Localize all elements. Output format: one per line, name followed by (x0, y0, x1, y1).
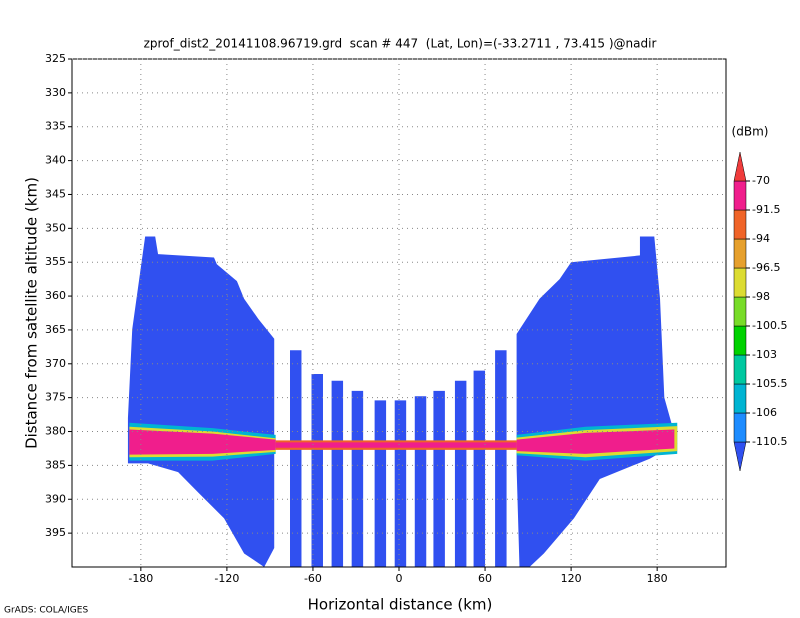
colorbar-label: -100.5 (752, 319, 787, 332)
y-tick-label: 325 (45, 52, 66, 65)
y-tick-label: 345 (45, 187, 66, 200)
x-tick-label: -180 (128, 572, 153, 585)
shaded-region (495, 350, 507, 567)
x-tick-label: 0 (396, 572, 403, 585)
y-tick-label: 390 (45, 492, 66, 505)
colorbar-segment (733, 325, 747, 356)
colorbar-label: -96.5 (752, 261, 780, 274)
shaded-region (414, 396, 427, 567)
chart-title: zprof_dist2_20141108.96719.grd scan # 44… (144, 37, 657, 51)
y-tick-label: 370 (45, 357, 66, 370)
y-tick-label: 335 (45, 120, 66, 133)
shaded-region (127, 236, 275, 567)
shaded-region (394, 400, 407, 567)
shaded-region (516, 236, 678, 567)
x-tick-label: -60 (304, 572, 322, 585)
shaded-region (290, 350, 302, 567)
colorbar-label: -94 (752, 232, 770, 245)
y-tick-label: 340 (45, 154, 66, 167)
y-axis-label: Distance from satellite altitude (km) (23, 177, 41, 449)
y-tick-label: 380 (45, 425, 66, 438)
y-tick-label: 360 (45, 289, 66, 302)
colorbar-label: -91.5 (752, 203, 780, 216)
y-tick-label: 350 (45, 221, 66, 234)
shaded-region (454, 380, 467, 567)
colorbar-label: -103 (752, 348, 777, 361)
colorbar-segment (733, 151, 747, 182)
shaded-region (433, 390, 445, 567)
y-tick-label: 375 (45, 391, 66, 404)
shaded-region (311, 373, 323, 567)
shaded-region (331, 380, 344, 567)
colorbar-label: -105.5 (752, 377, 787, 390)
colorbar-segment (733, 354, 747, 385)
colorbar-segment (733, 296, 747, 327)
x-axis-label: Horizontal distance (km) (308, 596, 493, 614)
colorbar-segment (733, 238, 747, 269)
x-tick-label: 180 (647, 572, 668, 585)
colorbar-unit: (dBm) (732, 125, 769, 139)
shaded-region (129, 429, 276, 455)
colorbar-segment (733, 441, 747, 472)
shaded-region (374, 400, 387, 567)
shaded-region (473, 370, 486, 567)
colorbar-label: -106 (752, 406, 777, 419)
x-tick-label: -120 (214, 572, 239, 585)
shaded-region (516, 429, 675, 454)
colorbar-segment (733, 383, 747, 414)
x-tick-label: 60 (478, 572, 492, 585)
colorbar-segment (733, 209, 747, 240)
y-tick-label: 355 (45, 255, 66, 268)
y-tick-label: 365 (45, 323, 66, 336)
colorbar-segment (733, 412, 747, 443)
y-tick-label: 385 (45, 458, 66, 471)
colorbar-label: -98 (752, 290, 770, 303)
y-tick-label: 395 (45, 526, 66, 539)
colorbar-segment (733, 180, 747, 211)
y-tick-label: 330 (45, 86, 66, 99)
shaded-region (351, 390, 364, 567)
footer: GrADS: COLA/IGES (4, 606, 88, 616)
colorbar-segment (733, 267, 747, 298)
colorbar-label: -70 (752, 174, 770, 187)
x-tick-label: 120 (561, 572, 582, 585)
colorbar-label: -110.5 (752, 435, 787, 448)
shaded-region (275, 442, 517, 448)
